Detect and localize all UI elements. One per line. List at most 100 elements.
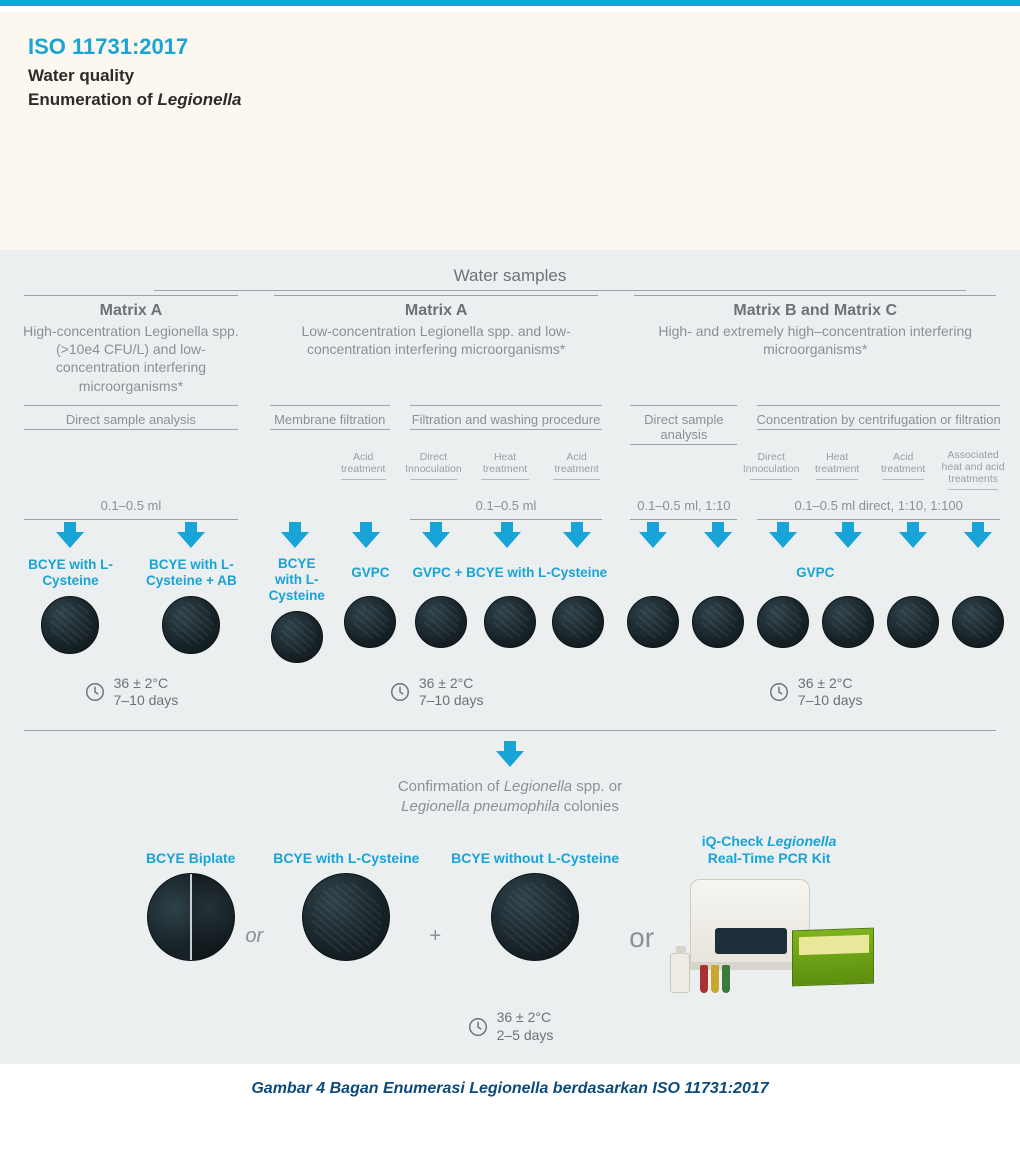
flowchart-body: Water samples Matrix A High-concentratio… <box>0 250 1020 1064</box>
pcr-post: Real-Time PCR Kit <box>708 850 831 866</box>
rule <box>750 479 792 480</box>
arrow-down-icon <box>769 532 797 548</box>
reagent-tubes-icon <box>700 965 730 993</box>
arrow-down-icon <box>639 532 667 548</box>
figure-caption: Gambar 4 Bagan Enumerasi Legionella berd… <box>0 1064 1020 1116</box>
agar-plate-icon <box>552 596 604 648</box>
pcr-genus: Legionella <box>767 833 836 849</box>
agar-plate-icon <box>692 596 744 648</box>
iso-enumeration: Enumeration of Legionella <box>28 90 992 110</box>
media-bcye-lcys-confirm: BCYE with L-Cysteine <box>273 831 419 867</box>
rule <box>24 295 238 296</box>
confirm-genus: Legionella <box>504 778 572 795</box>
biplate-icon <box>147 873 235 961</box>
rule <box>274 295 599 296</box>
media-bcye-no-lcys: BCYE without L-Cysteine <box>451 831 619 867</box>
treat-heat: Heat treatment <box>473 445 537 477</box>
pcr-kit-illustration <box>664 873 874 993</box>
volume-a-lo: 0.1–0.5 ml <box>404 492 609 519</box>
clock-icon <box>389 681 411 703</box>
volume-bc-r: 0.1–0.5 ml direct, 1:10, 1:100 <box>751 492 1006 519</box>
header-block: ISO 11731:2017 Water quality Enumeration… <box>0 12 1020 250</box>
agar-plate-icon <box>627 596 679 648</box>
top-accent-bar <box>0 0 1020 6</box>
incubation-days: 7–10 days <box>419 692 484 710</box>
clock-icon <box>84 681 106 703</box>
agar-plate-icon <box>271 611 323 663</box>
matrix-bc-title: Matrix B and Matrix C <box>624 302 1006 320</box>
treat-direct-innoc: Direct Innoculation <box>402 445 466 477</box>
treat-assoc-bc: Associated heat and acid treatments <box>940 445 1006 487</box>
incubation-bc: 36 ± 2°C7–10 days <box>624 675 1006 710</box>
confirmation-section: Confirmation of Legionella spp. or Legio… <box>14 724 1006 1045</box>
confirm-species: Legionella pneumophila <box>401 798 559 815</box>
op-or: or <box>245 877 263 948</box>
rule <box>341 479 386 480</box>
rule <box>24 730 996 731</box>
rule <box>816 479 858 480</box>
enum-prefix: Enumeration of <box>28 90 157 109</box>
rule <box>757 429 1000 430</box>
method-direct-sample: Direct sample analysis <box>624 406 743 444</box>
incubation-days-short: 2–5 days <box>497 1027 554 1045</box>
media-gvpc-bc: GVPC <box>624 556 1006 590</box>
incubation-a-hi: 36 ± 2°C7–10 days <box>14 675 248 710</box>
method-filtration-washing: Filtration and washing procedure <box>404 406 609 429</box>
arrow-down-icon <box>177 532 205 548</box>
incubation-days: 7–10 days <box>114 692 179 710</box>
pcr-pre: iQ-Check <box>702 833 767 849</box>
arrow-down-icon <box>964 532 992 548</box>
matrix-a-lo-title: Matrix A <box>264 302 609 320</box>
matrix-a-lo-desc: Low-concentration Legionella spp. and lo… <box>264 322 609 358</box>
rule <box>481 479 529 480</box>
rule <box>24 429 238 430</box>
arrow-down-icon <box>493 532 521 548</box>
arrow-down-icon <box>704 532 732 548</box>
arrow-down-icon <box>899 532 927 548</box>
incubation-a-lo: 36 ± 2°C7–10 days <box>264 675 609 710</box>
agar-plate-icon <box>484 596 536 648</box>
treat-acid-bc: Acid treatment <box>874 445 932 477</box>
kit-box-icon <box>792 928 874 987</box>
arrow-down-icon <box>496 751 524 767</box>
method-membrane-filtration: Membrane filtration <box>264 406 396 429</box>
method-direct-analysis: Direct sample analysis <box>14 406 248 429</box>
rule <box>882 479 924 480</box>
matrix-a-hi-desc: High-concentration Legionella spp. (>10e… <box>14 322 248 395</box>
treat-acid2: Acid treatment <box>545 445 609 477</box>
agar-plate-icon <box>344 596 396 648</box>
confirm-post: colonies <box>560 798 619 815</box>
rule <box>410 429 603 430</box>
arrow-down-icon <box>834 532 862 548</box>
volume-bc-l: 0.1–0.5 ml, 1:10 <box>624 492 743 519</box>
media-bcye-lcys2: BCYE with L-Cysteine <box>264 556 330 605</box>
media-gvpc: GVPC <box>338 556 404 590</box>
arrow-down-icon <box>422 532 450 548</box>
rule <box>270 429 390 430</box>
water-samples-label: Water samples <box>14 266 1006 286</box>
agar-plate-icon <box>887 596 939 648</box>
incubation-confirm: 36 ± 2°C2–5 days <box>14 1009 1006 1044</box>
matrix-bc-desc: High- and extremely high–concentration i… <box>624 322 1006 358</box>
rule <box>410 479 458 480</box>
enum-genus: Legionella <box>157 90 241 109</box>
incubation-days: 7–10 days <box>798 692 863 710</box>
media-gvpc-bcye: GVPC + BCYE with L-Cysteine <box>411 556 608 590</box>
media-bcye-lcys: BCYE with L-Cysteine <box>14 556 127 590</box>
reagent-bottle-icon <box>670 953 690 993</box>
arrow-down-icon <box>563 532 591 548</box>
rule <box>553 479 601 480</box>
confirm-mid: spp. or <box>572 778 622 795</box>
rule <box>154 290 966 291</box>
agar-plate-icon <box>415 596 467 648</box>
matrix-a-hi-title: Matrix A <box>14 302 248 320</box>
iso-code: ISO 11731:2017 <box>28 34 992 60</box>
arrow-down-icon <box>281 532 309 548</box>
rule <box>948 489 998 490</box>
rule <box>634 295 996 296</box>
method-concentration: Concentration by centrifugation or filtr… <box>751 406 1006 429</box>
arrow-down-icon <box>56 532 84 548</box>
agar-plate-icon <box>162 596 220 654</box>
treat-acid: Acid treatment <box>333 445 394 477</box>
iso-subject: Water quality <box>28 66 992 86</box>
